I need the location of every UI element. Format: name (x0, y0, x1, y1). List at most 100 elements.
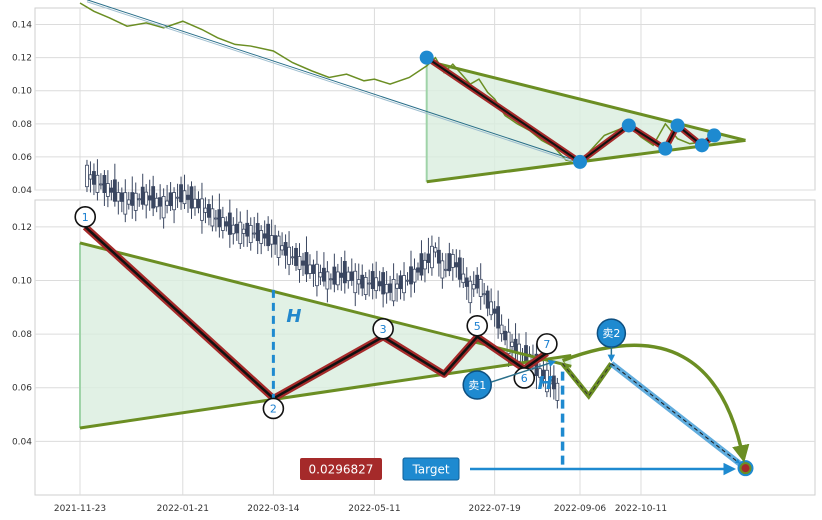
candle-body (144, 191, 149, 206)
candle-body (419, 253, 424, 276)
y-tick-label: 0.08 (12, 330, 32, 340)
candle-body (544, 369, 549, 393)
candle-body (339, 272, 344, 278)
target-label: Target (411, 463, 449, 477)
candle-body (207, 204, 211, 218)
candle-body (541, 369, 546, 380)
y-tick-label: 0.06 (12, 384, 32, 394)
candle-body (457, 257, 462, 280)
y-tick-label: 0.04 (12, 186, 32, 196)
candle-body (168, 192, 173, 207)
candle-body (123, 192, 128, 215)
sell-pointer (490, 359, 557, 383)
candle-body (349, 271, 354, 281)
candle-body (234, 223, 239, 234)
candle-body (238, 221, 243, 245)
projection-arc-arrow (561, 343, 750, 463)
pattern-marker (621, 118, 636, 133)
candle-body (551, 375, 556, 390)
y-tick-label: 0.12 (12, 54, 32, 64)
pattern-point-label: 3 (380, 323, 387, 336)
candle-body (297, 256, 302, 270)
candle-body (241, 228, 246, 234)
pattern-marker (419, 50, 434, 65)
candle-body (154, 197, 159, 208)
triangle-fill-layer (79, 60, 746, 428)
candle-body (377, 281, 382, 287)
candle-body (405, 279, 410, 282)
candle-body (116, 192, 121, 202)
candle-body (308, 264, 312, 274)
candle-body (503, 330, 507, 341)
y-tick-label: 0.12 (12, 223, 32, 233)
candle-body (245, 222, 250, 237)
price-line (79, 2, 703, 163)
candle-body (196, 198, 201, 209)
x-tick-label: 2022-01-21 (157, 504, 209, 514)
candle-body (210, 208, 215, 227)
pattern-point-label: 6 (521, 372, 528, 385)
candle-body (266, 223, 271, 247)
x-tick-label: 2022-05-11 (348, 504, 400, 514)
candle-body (342, 260, 347, 284)
y-tick-label: 0.10 (12, 87, 32, 97)
candle-body (416, 267, 420, 273)
candle-body (92, 171, 96, 185)
candle-body (301, 260, 305, 266)
candle-body (489, 301, 494, 316)
candle-body (322, 267, 326, 282)
candle-body (346, 271, 351, 282)
candle-body (475, 274, 480, 289)
triangle-fill (80, 242, 572, 428)
candle-body (548, 379, 553, 385)
trendline (79, 354, 572, 430)
candle-body (105, 183, 110, 197)
candle-body (325, 271, 330, 290)
y-tick-label: 0.08 (12, 120, 32, 130)
target-label-box (402, 457, 460, 481)
candle-body (273, 235, 278, 245)
candle-body (203, 207, 208, 213)
guide-line (86, 0, 581, 163)
candle-body (151, 186, 156, 209)
pattern-point-label: 2 (270, 402, 277, 415)
x-tick-label: 2022-03-14 (247, 504, 300, 514)
candle-body (335, 271, 340, 286)
candle-body (471, 284, 476, 290)
target-value-label: 0.0296827 (309, 463, 374, 477)
candle-body (363, 277, 368, 295)
grid-layer (34, 7, 816, 496)
annotation-layer: H H 0.0296827 Target 1 2 3 5 6 7 卖1 卖2 (74, 206, 750, 481)
candle-body (430, 245, 434, 269)
sell-marker-label: 卖2 (602, 327, 620, 340)
price-series-layer (79, 2, 703, 409)
x-tick-label: 2022-09-06 (554, 504, 607, 514)
pattern-point-label: 5 (474, 320, 481, 333)
sell-marker (462, 370, 492, 400)
candle-body (402, 275, 406, 294)
candle-body (290, 256, 295, 259)
candle-body (269, 235, 274, 245)
candle-body (440, 260, 445, 279)
candle-body (370, 271, 375, 290)
pattern-point-label: 7 (543, 338, 550, 351)
candle-body (454, 262, 459, 268)
candle-body (231, 224, 236, 235)
candle-body (119, 192, 124, 202)
candle-body (496, 306, 501, 329)
pattern-marker (658, 141, 673, 156)
tick-label-layer: 0.04 0.06 0.08 0.10 0.12 0.14 0.04 0.06 0.08 0.10… (12, 21, 667, 514)
pattern-point-circle (262, 397, 285, 420)
candle-body (255, 223, 260, 242)
candle-body (555, 382, 560, 401)
candle-body (384, 283, 389, 294)
candle-body (280, 245, 284, 251)
candle-body (262, 233, 267, 239)
pattern-marker (670, 118, 685, 133)
triangle-fill (426, 60, 746, 182)
candle-body (332, 266, 337, 285)
candle-body (294, 247, 298, 266)
candle-body (182, 190, 187, 205)
